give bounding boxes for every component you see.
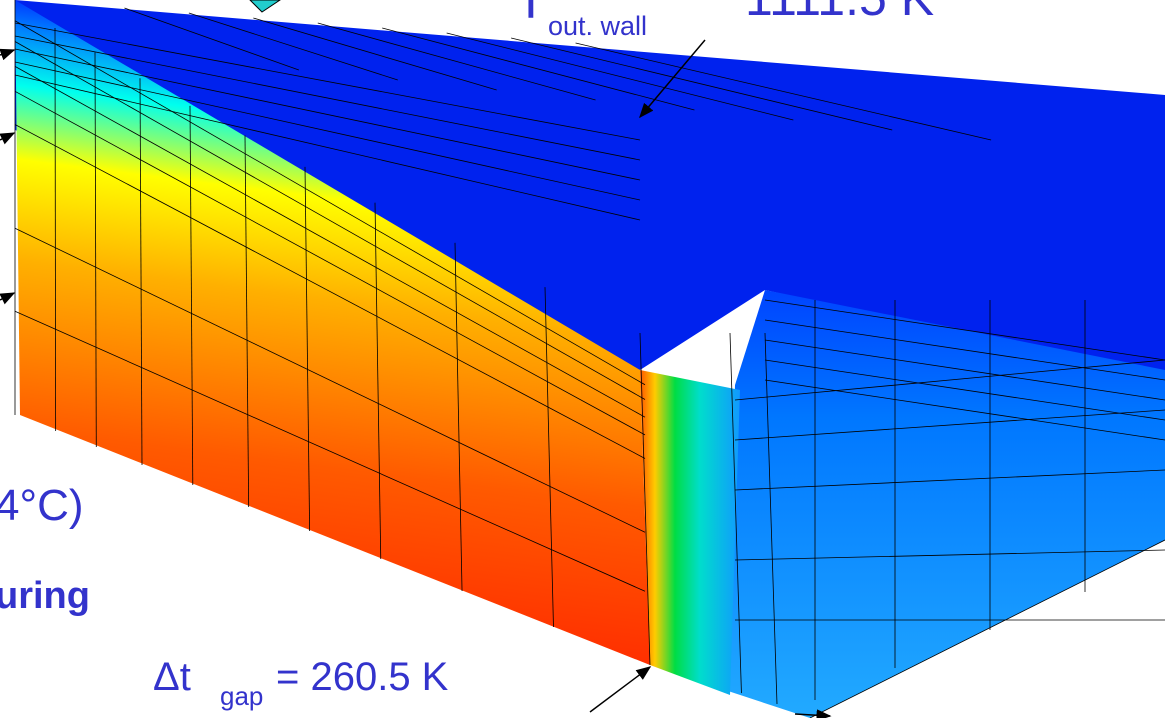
pointer-tip: [250, 0, 280, 12]
subscript: gap: [220, 681, 263, 711]
fem-block: [15, 0, 1165, 718]
arrow: [795, 714, 830, 716]
gap-band: [640, 370, 740, 695]
partial-text: uring: [0, 575, 90, 617]
value: 1111.5 K: [745, 0, 934, 26]
arrow: [590, 667, 650, 712]
subscript: out. wall: [548, 11, 647, 41]
partial-text: 4°C): [0, 481, 84, 530]
slide: T out. wall 1111.5 K 4°C) uring Δt gap =…: [0, 0, 1165, 718]
gap-label: Δt gap = 260.5 K: [153, 655, 449, 711]
wall-label: T out. wall 1111.5 K: [515, 0, 934, 41]
symbol: T: [515, 0, 547, 30]
symbol: Δt: [153, 655, 191, 699]
arrow: [0, 133, 14, 140]
arrow: [0, 293, 14, 300]
arrow: [0, 50, 14, 55]
value: = 260.5 K: [276, 655, 449, 699]
